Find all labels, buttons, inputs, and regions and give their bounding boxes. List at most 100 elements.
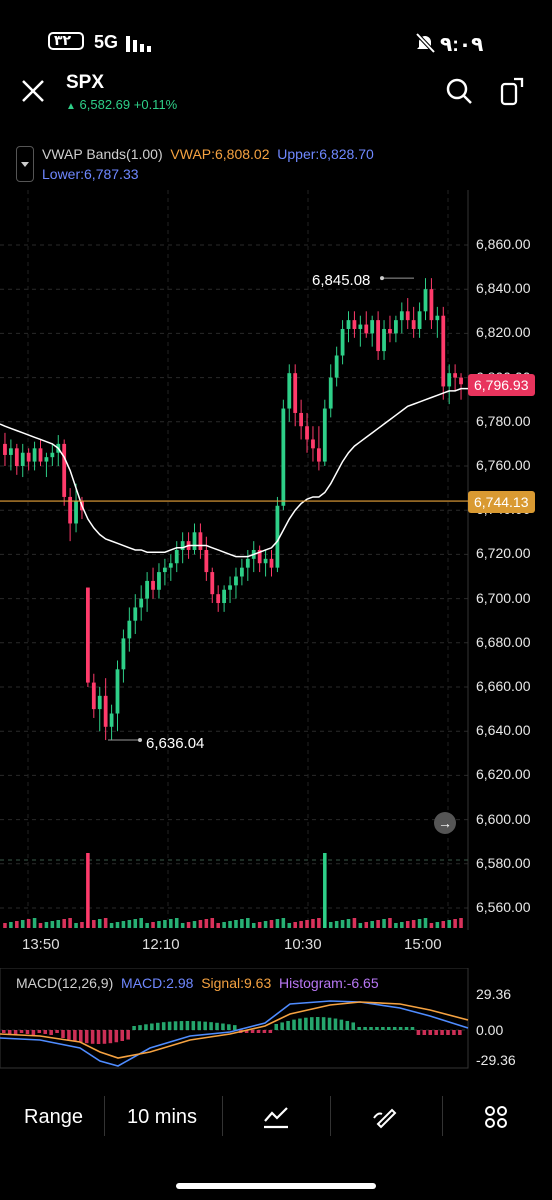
candle-body (204, 549, 209, 573)
histogram-bar (375, 1027, 379, 1030)
histogram-bar (84, 1030, 89, 1044)
rotate-screen-icon[interactable] (498, 76, 528, 106)
price-change: ▲ 6,582.69 +0.11% (66, 97, 177, 112)
histogram-bar (138, 1025, 142, 1030)
scroll-to-latest-button[interactable]: → (434, 812, 456, 834)
histogram-bar (7, 1030, 12, 1034)
candle-body (234, 576, 238, 586)
volume-bar (435, 922, 440, 928)
price-axis-label: 6,600.00 (476, 810, 531, 827)
candle-body (192, 532, 197, 550)
histogram-bar (458, 1030, 462, 1035)
draw-pencil-icon[interactable] (372, 1104, 400, 1130)
volume-bar (364, 922, 369, 928)
candle-body (423, 289, 428, 312)
macd-name: MACD(12,26,9) (16, 975, 114, 991)
candle-body (14, 448, 19, 466)
histogram-bar (315, 1017, 320, 1030)
candle-body (74, 501, 78, 524)
vwap-lower: Lower:6,787.33 (42, 166, 139, 182)
volume-bar (169, 919, 173, 928)
close-icon[interactable] (18, 76, 48, 106)
volume-bar (323, 853, 327, 928)
histogram-bar (19, 1030, 24, 1033)
candle-body (399, 311, 404, 321)
candle-body (174, 549, 179, 564)
histogram-bar (191, 1021, 196, 1030)
indicator-dropdown-button[interactable] (16, 146, 34, 182)
histogram-bar (274, 1024, 279, 1030)
volume-bar (287, 923, 292, 928)
candle-body (20, 452, 25, 466)
histogram-bar (416, 1030, 421, 1035)
volume-bar (263, 921, 268, 928)
vwap-line (0, 387, 468, 558)
candle-body (263, 558, 268, 564)
histogram-bar (410, 1027, 415, 1030)
histogram-bar (452, 1030, 456, 1035)
volume-bar (109, 923, 114, 928)
macd-line (0, 1000, 469, 1067)
price-axis-label: 6,560.00 (476, 899, 531, 915)
candle-body (109, 713, 114, 727)
histogram-bar (327, 1017, 332, 1030)
candle-body (376, 320, 381, 352)
price-axis-label: 6,820.00 (476, 324, 531, 341)
histogram-bar (244, 1030, 249, 1033)
price-axis-label: 6,680.00 (476, 633, 531, 650)
network-label: 5G (94, 32, 119, 52)
macd-chart[interactable] (0, 968, 552, 1076)
volume-bar (50, 921, 55, 928)
volume-bar (9, 922, 13, 928)
volume-bar (388, 918, 392, 928)
volume-bar (246, 918, 250, 928)
high-label: 6,845.08 (312, 272, 371, 289)
candle-body (305, 426, 309, 440)
home-indicator (176, 1183, 376, 1189)
time-label-3: 10:30 (284, 936, 322, 953)
search-icon[interactable] (444, 76, 474, 106)
volume-bar (411, 920, 416, 928)
indicators-icon[interactable] (262, 1104, 290, 1130)
toolbar-divider (222, 1096, 223, 1136)
candle-body (417, 311, 422, 329)
histogram-bar (422, 1030, 427, 1035)
volume-bar (157, 921, 161, 928)
candle-body (293, 373, 298, 413)
histogram-bar (150, 1023, 154, 1030)
volume-bar (139, 918, 143, 928)
histogram-bar (446, 1030, 450, 1035)
candle-body (62, 443, 67, 497)
vwap-value: VWAP:6,808.02 (170, 146, 270, 162)
macd-legend: MACD(12,26,9) MACD:2.98 Signal:9.63 Hist… (16, 975, 379, 991)
volume-bar (293, 922, 297, 928)
volume-bar (145, 923, 149, 928)
candle-body (287, 373, 292, 409)
range-button[interactable]: Range (24, 1106, 83, 1128)
candle-body (3, 443, 7, 455)
candle-body (245, 558, 250, 568)
more-grid-icon[interactable] (484, 1105, 508, 1129)
price-axis-label: 6,840.00 (476, 280, 531, 297)
price-chart[interactable] (0, 190, 552, 930)
price-change-text: 6,582.69 +0.11% (79, 97, 178, 112)
horizontal-line-tag: 6,744.13 (468, 491, 535, 513)
volume-bar (370, 921, 374, 928)
candle-body (115, 669, 120, 714)
interval-button[interactable]: 10 mins (127, 1106, 198, 1128)
volume-bar (180, 923, 185, 928)
volume-bar (192, 921, 197, 928)
histogram-bar (256, 1030, 261, 1033)
histogram-bar (126, 1030, 130, 1040)
candle-body (151, 580, 155, 590)
candle-body (275, 505, 280, 568)
histogram-bar (215, 1022, 219, 1030)
volume-bar (204, 919, 209, 928)
candle-body (352, 320, 357, 329)
candle-body (198, 532, 203, 550)
volume-bar (269, 920, 274, 928)
volume-bar (453, 919, 457, 928)
volume-bar (346, 919, 351, 928)
candle-body (210, 572, 215, 595)
volume-bar (394, 923, 398, 928)
